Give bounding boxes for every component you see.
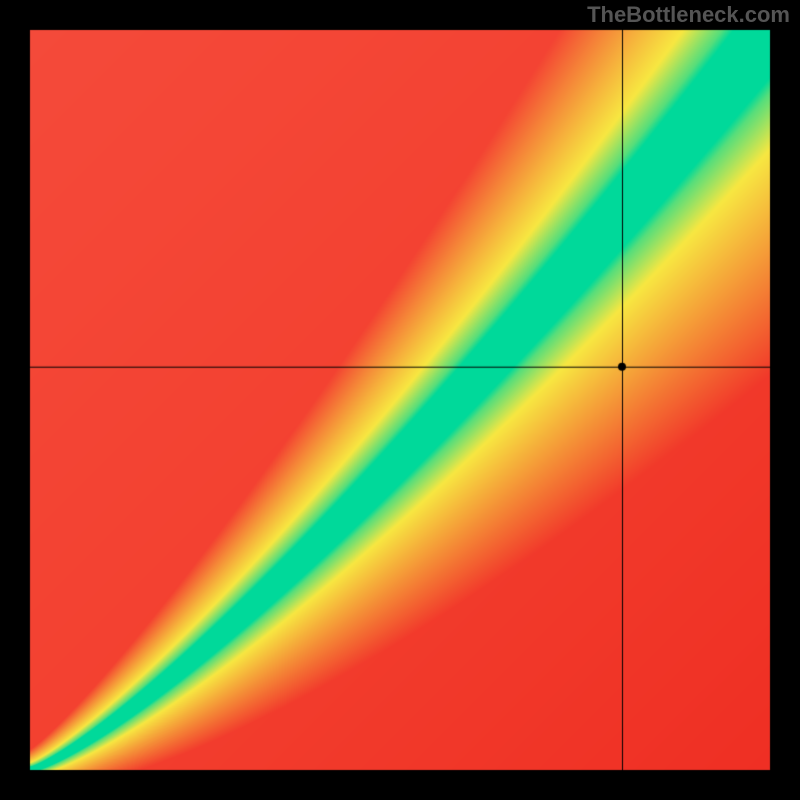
bottleneck-heatmap bbox=[0, 0, 800, 800]
chart-container: TheBottleneck.com bbox=[0, 0, 800, 800]
watermark-text: TheBottleneck.com bbox=[587, 2, 790, 28]
